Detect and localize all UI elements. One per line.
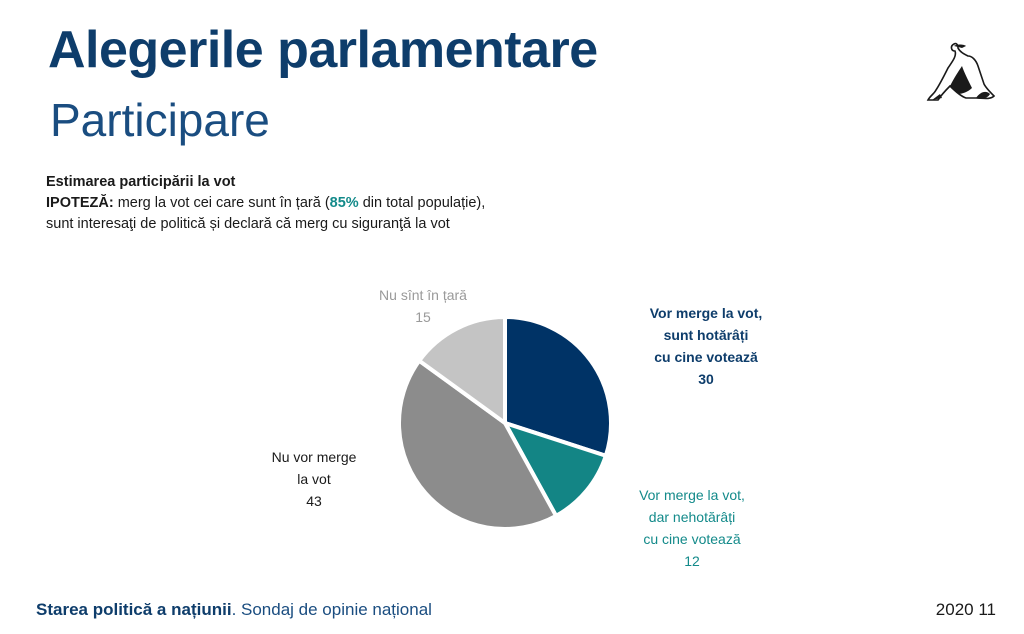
hypothesis-text-a: merg la vot cei care sunt în țară ( bbox=[117, 195, 330, 211]
slice-label-line: la vot bbox=[297, 471, 331, 487]
pie-slice-1 bbox=[503, 315, 613, 458]
slice-label-line: cu cine votează bbox=[654, 349, 758, 365]
description-line-2: sunt interesaţi de politică și declară c… bbox=[46, 216, 450, 232]
slice-value-1: 30 bbox=[698, 371, 714, 387]
hypothesis-highlight: 85% bbox=[329, 195, 359, 211]
figure-logo-icon bbox=[926, 42, 996, 101]
pie-slice-4 bbox=[417, 315, 507, 425]
slice-label-line: sunt hotărâți bbox=[664, 327, 749, 343]
slice-label-line: cu cine votează bbox=[643, 531, 740, 547]
hypothesis-text-b: din total populație), bbox=[362, 195, 486, 211]
footer-title-bold: Starea politică a națiunii bbox=[36, 600, 232, 619]
slice-label-2: Vor merge la vot, dar nehotărâți cu cine v… bbox=[639, 487, 745, 569]
slice-label-line: Nu vor merge bbox=[272, 449, 357, 465]
slice-label-line: dar nehotărâți bbox=[649, 509, 735, 525]
slice-label-line: Vor merge la vot, bbox=[639, 487, 745, 503]
footer-title-rest: . Sondaj de opinie național bbox=[231, 600, 432, 619]
slice-value-3: 43 bbox=[306, 493, 322, 509]
description-heading: Estimarea participării la vot bbox=[46, 174, 236, 190]
slice-label-4: Nu sînt în țară 15 bbox=[379, 287, 467, 325]
description-line-1: IPOTEZĂ: merg la vot cei care sunt în ța… bbox=[46, 193, 485, 214]
page-subtitle: Participare bbox=[50, 94, 270, 146]
slice-label-line: Vor merge la vot, bbox=[650, 305, 763, 321]
chart-description: Estimarea participării la vot IPOTEZĂ: m… bbox=[46, 172, 485, 235]
slice-label-1: Vor merge la vot, sunt hotărâți cu cine vo… bbox=[650, 305, 763, 387]
pie-slice-2 bbox=[503, 421, 608, 518]
pie-slice-3 bbox=[397, 358, 559, 531]
slice-value-4: 15 bbox=[415, 309, 431, 325]
slice-label-line: Nu sînt în țară bbox=[379, 287, 467, 303]
footer-date: 2020 11 bbox=[935, 600, 996, 619]
footer-title: Starea politică a națiunii. Sondaj de op… bbox=[36, 600, 432, 620]
slice-label-3: Nu vor merge la vot 43 bbox=[272, 449, 357, 509]
slice-value-2: 12 bbox=[684, 553, 700, 569]
hypothesis-label: IPOTEZĂ: bbox=[46, 195, 114, 211]
page-title: Alegerile parlamentare bbox=[48, 21, 598, 79]
